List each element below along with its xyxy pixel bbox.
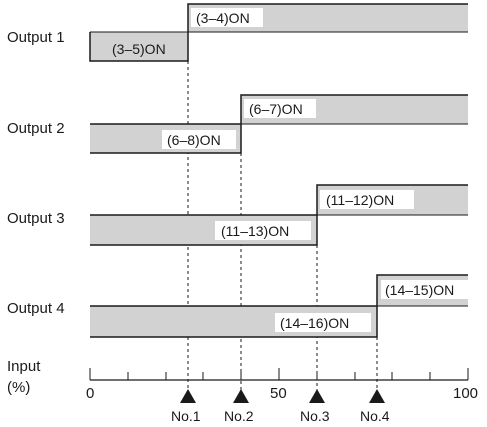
marker-label-no4: No.4 [360, 408, 390, 424]
output-3-lower-label: (11–13)ON [221, 223, 289, 239]
output-3-upper-label-bg [320, 190, 414, 209]
output-1-lower-label: (3–5)ON [112, 41, 166, 57]
output-4-lower-label: (14–16)ON [280, 315, 349, 331]
marker-label-no2: No.2 [224, 408, 254, 424]
output-2-lower-label: (6–8)ON [167, 132, 221, 148]
axis-ticks [89, 368, 469, 380]
output-4-upper-label-bg [381, 280, 469, 299]
output-2-upper-label-bg [244, 99, 316, 118]
axis-title-line1: Input [7, 358, 41, 375]
tick-label-50: 50 [270, 385, 287, 402]
output-3-label: Output 3 [7, 210, 65, 227]
marker-triangle-no3 [309, 389, 325, 403]
output-1-signal-line [89, 3, 468, 62]
output-1-lower-bar [90, 32, 188, 61]
output-4-upper-label: (14–15)ON [385, 282, 454, 298]
output-2-lower-label-bg [162, 130, 236, 149]
output-1-upper-label-bg [191, 8, 263, 27]
output-4-label: Output 4 [7, 300, 65, 317]
output-3-upper-label: (11–12)ON [326, 192, 394, 208]
output-2-upper-label: (6–7)ON [249, 101, 303, 117]
axis-title-line2: (%) [7, 379, 30, 396]
output-3-lower-label-bg [215, 221, 311, 240]
output-2-label: Output 2 [7, 120, 65, 137]
marker-triangle-no2 [233, 389, 249, 403]
output-1-label: Output 1 [7, 29, 65, 46]
marker-label-no1: No.1 [171, 408, 201, 424]
tick-label-100: 100 [453, 385, 478, 402]
tick-label-0: 0 [86, 385, 94, 402]
marker-label-no3: No.3 [300, 408, 330, 424]
marker-triangle-no1 [180, 389, 196, 403]
marker-triangle-no4 [369, 389, 385, 403]
output-1-upper-label: (3–4)ON [196, 10, 250, 26]
output-4-lower-label-bg [275, 313, 371, 332]
